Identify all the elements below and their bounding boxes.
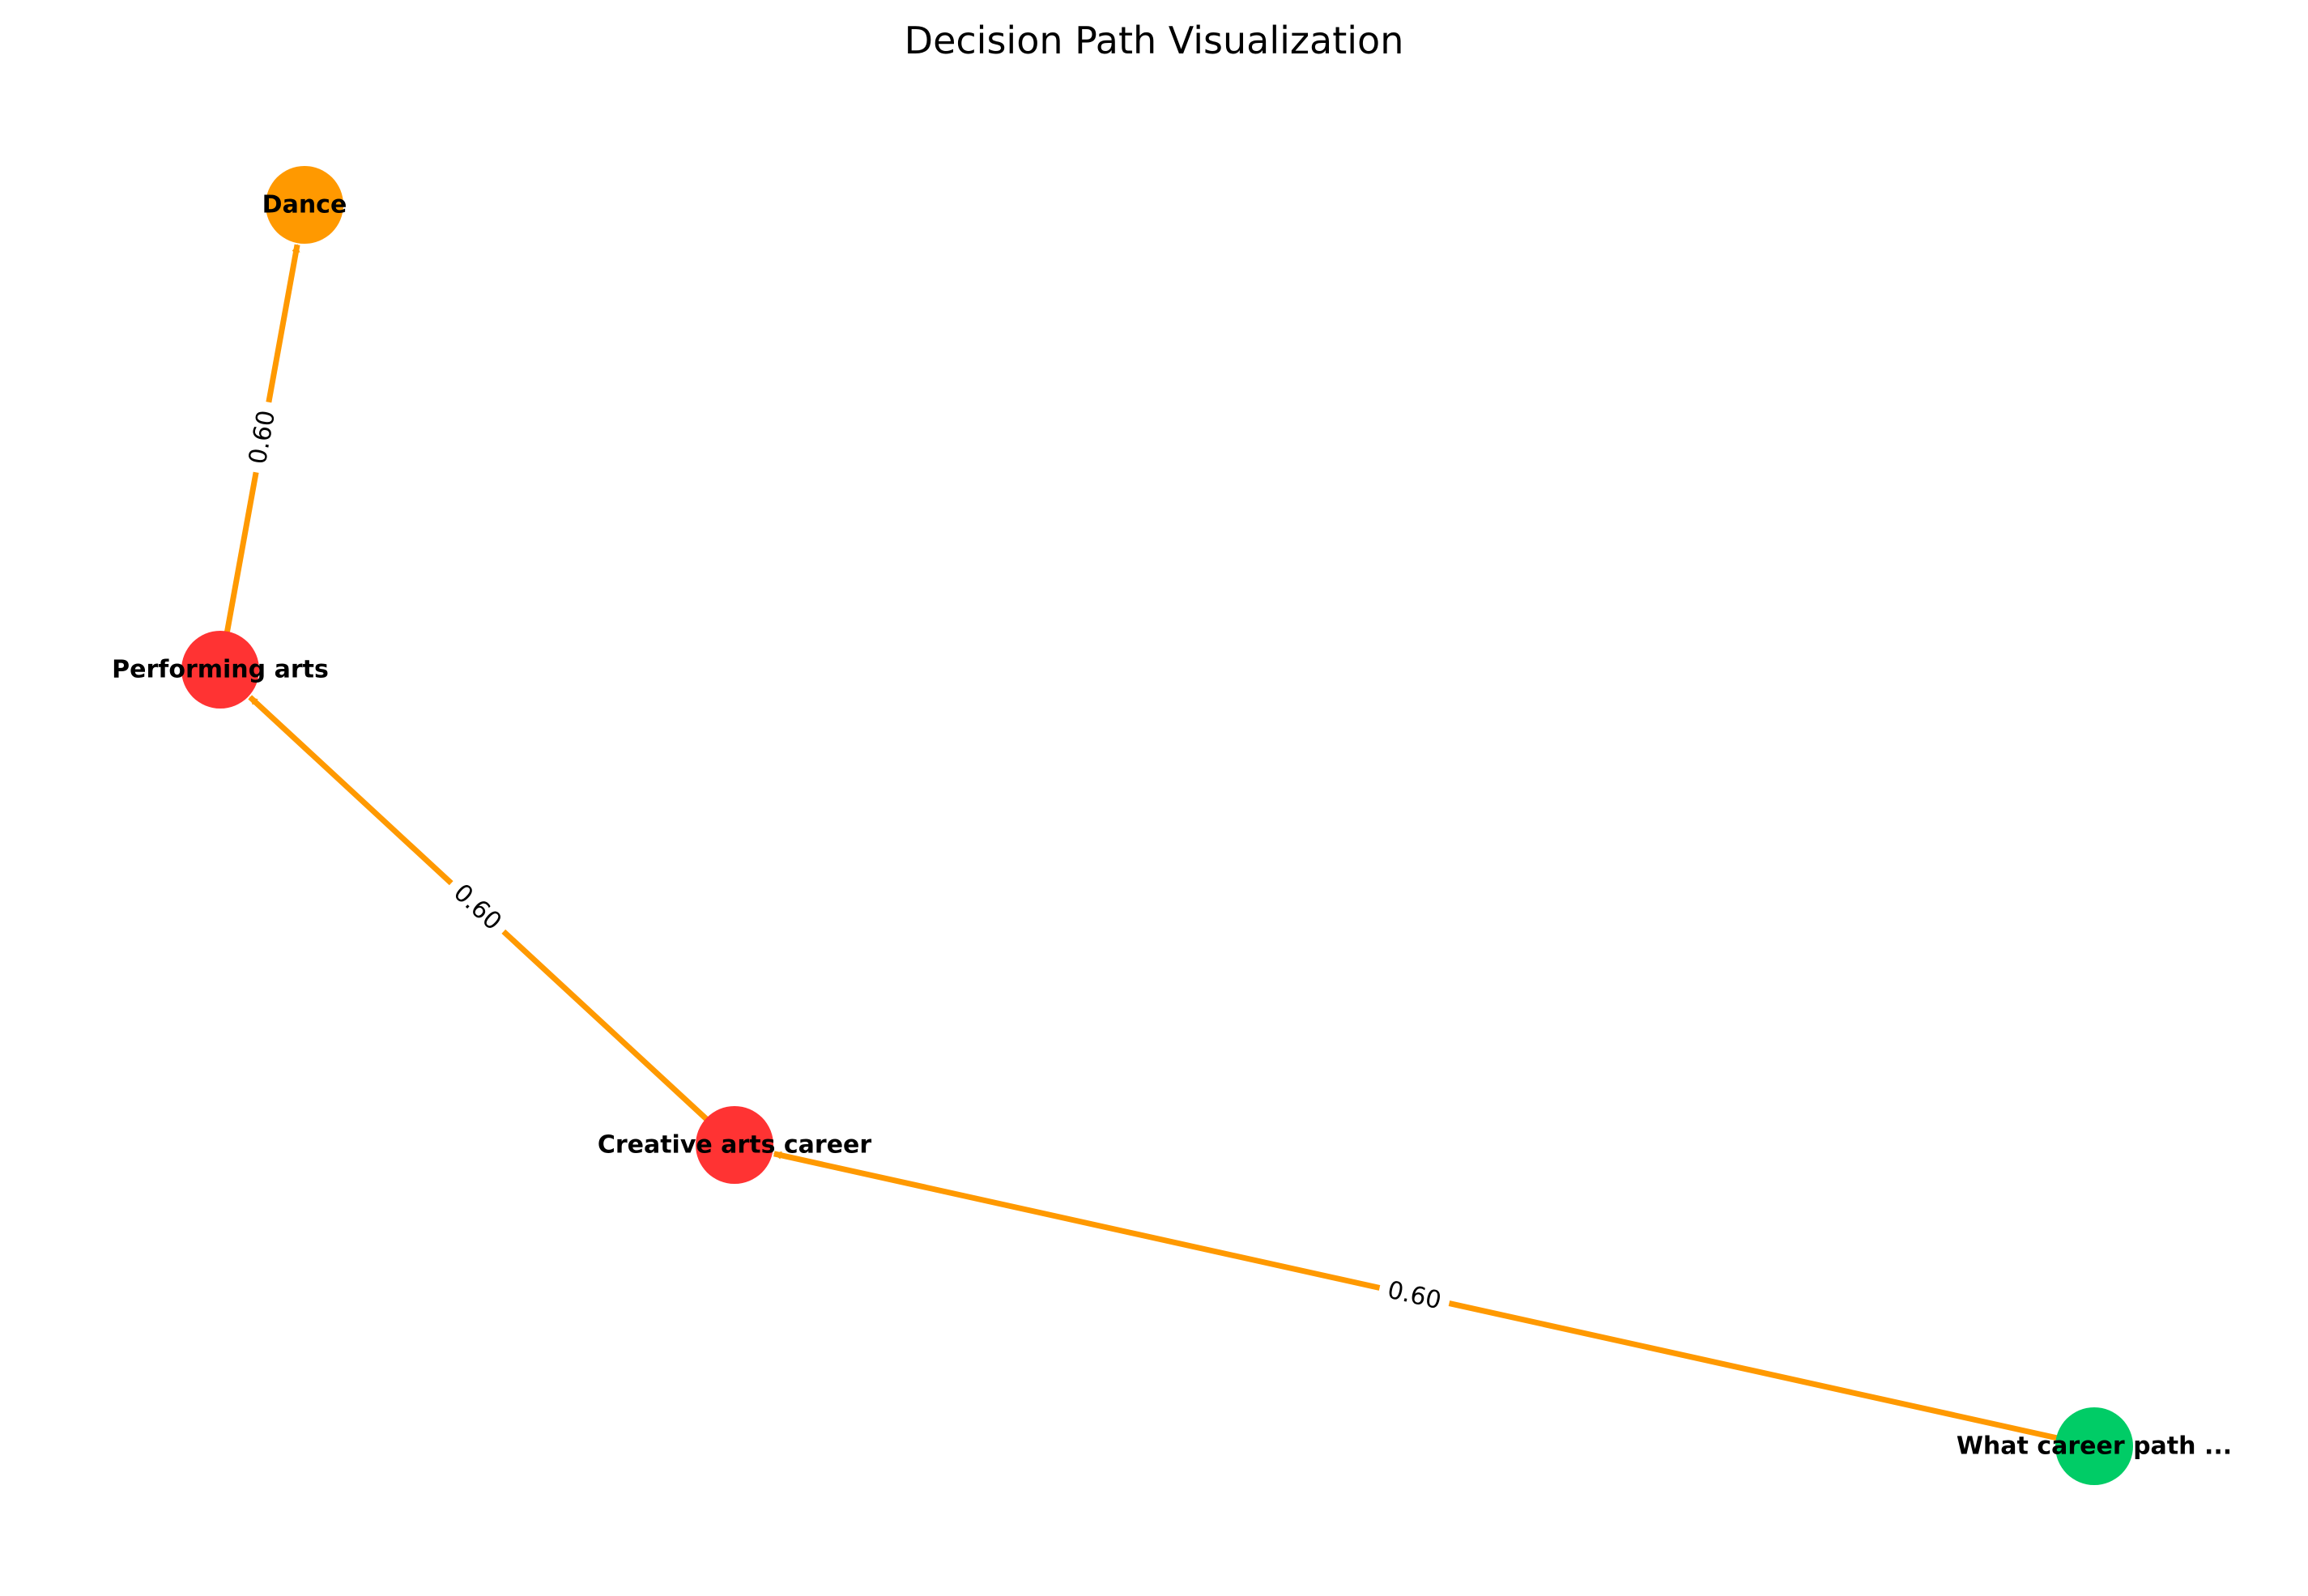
node-label-root: What career path ... [1957,1432,2232,1461]
node-root [2055,1407,2133,1485]
node-performing [181,631,259,709]
nodes-layer [181,166,2133,1485]
diagram-title: Decision Path Visualization [905,19,1404,62]
edge-weight-label: 0.60 [1385,1276,1444,1316]
edge-label-group: 0.60 [240,399,285,475]
node-dance [266,166,343,244]
edge-label-background [1376,1271,1453,1320]
node-label-creative: Creative arts career [598,1131,872,1160]
edges-layer [224,244,2060,1441]
node-creative [696,1106,773,1184]
node-label-dance: Dance [262,191,347,219]
edge-label-background [440,870,515,944]
edge-label-group: 0.60 [1376,1271,1453,1320]
edge-weight-label: 0.60 [244,408,281,466]
edge-label-background [240,399,285,475]
node-labels-layer: Dance Performing arts Creative arts career… [112,191,2232,1461]
node-label-performing: Performing arts [112,656,329,684]
